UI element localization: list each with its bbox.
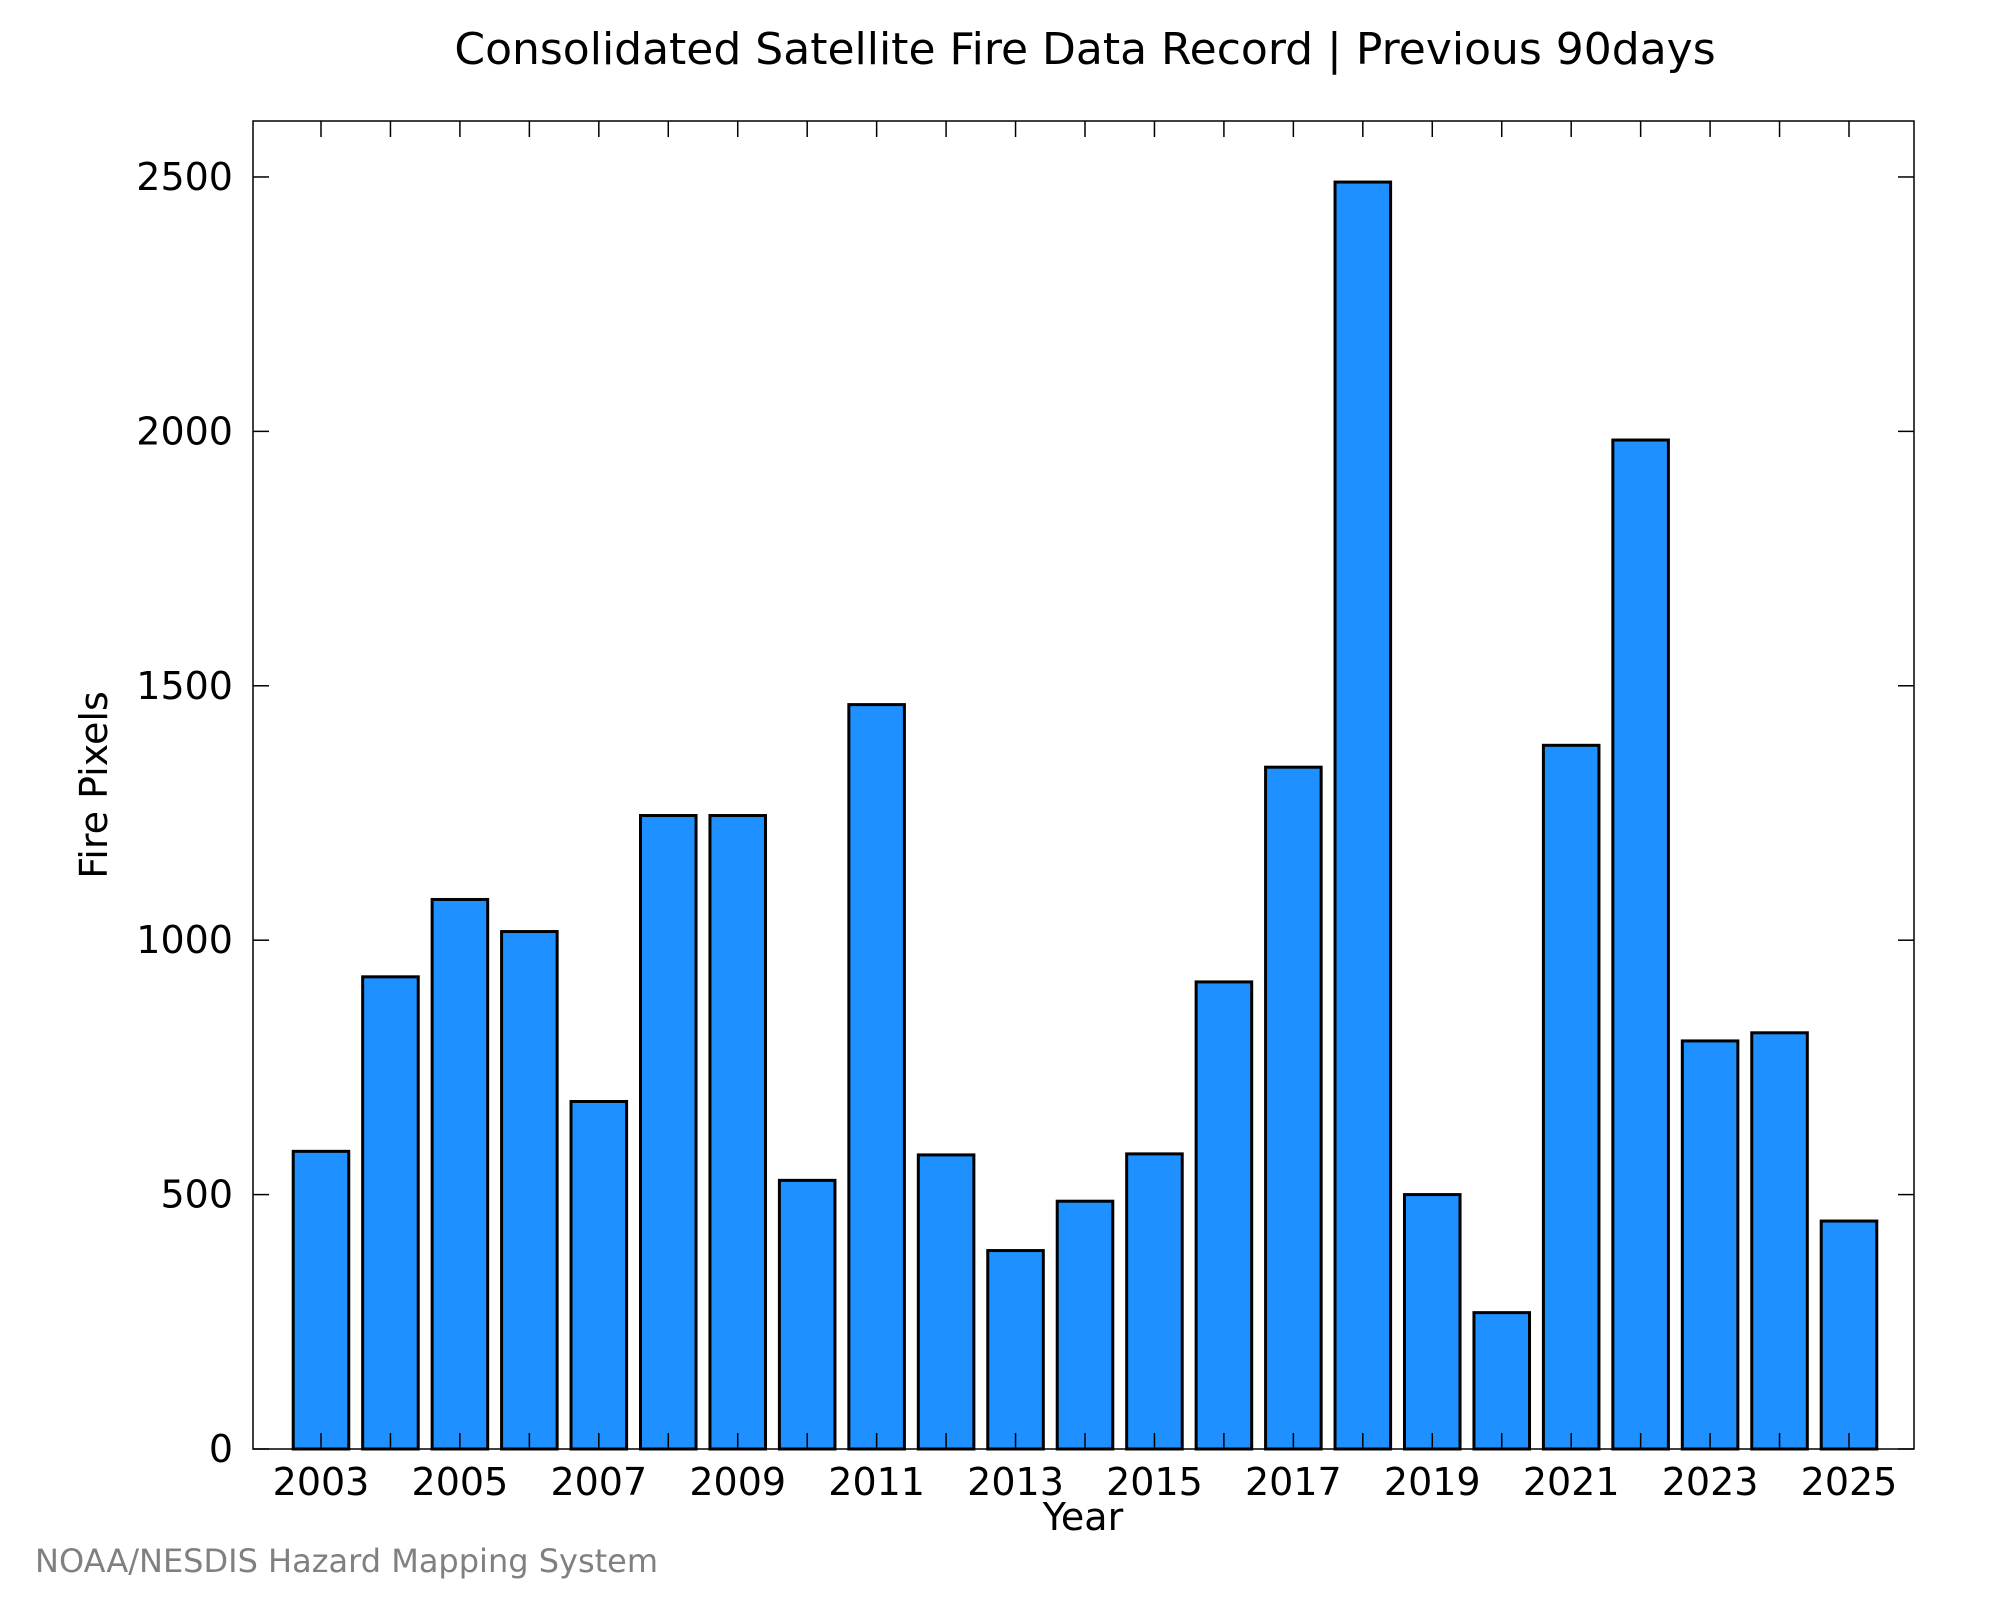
y-axis-label: Fire Pixels <box>72 691 116 879</box>
x-tick-label-2019: 2019 <box>1384 1460 1481 1504</box>
x-axis-label: Year <box>1042 1495 1124 1539</box>
y-tick-label-1500: 1500 <box>136 664 233 708</box>
bar-2006 <box>500 930 559 1451</box>
bar-2004 <box>361 975 420 1451</box>
y-tick-label-2500: 2500 <box>136 155 233 199</box>
y-tick-label-500: 500 <box>160 1173 233 1217</box>
x-tick-label-2021: 2021 <box>1523 1460 1620 1504</box>
bar-2019 <box>1402 1193 1462 1451</box>
x-tick-label-2023: 2023 <box>1662 1460 1759 1504</box>
x-tick-label-2025: 2025 <box>1801 1460 1898 1504</box>
x-tick-label-2011: 2011 <box>828 1460 925 1504</box>
bar-2016 <box>1194 980 1254 1451</box>
x-tick-label-2003: 2003 <box>273 1460 370 1504</box>
x-tick-label-2005: 2005 <box>412 1460 509 1504</box>
bar-2008 <box>638 814 698 1451</box>
x-tick-label-2009: 2009 <box>689 1460 786 1504</box>
y-tick-label-2000: 2000 <box>136 409 233 453</box>
bar-2007 <box>569 1099 629 1451</box>
y-axis-ticks: 0 500 1000 1500 2000 2500 <box>136 155 1914 1471</box>
bar-2022 <box>1611 438 1670 1451</box>
x-tick-label-2015: 2015 <box>1106 1460 1203 1504</box>
bar-2023 <box>1680 1039 1740 1451</box>
bar-2017 <box>1264 765 1323 1451</box>
bar-2021 <box>1541 743 1601 1451</box>
credit-text: NOAA/NESDIS Hazard Mapping System <box>35 1542 658 1580</box>
bar-2024 <box>1750 1031 1809 1451</box>
bar-2009 <box>708 814 768 1451</box>
bar-2003 <box>291 1149 351 1451</box>
plot-area: 0 500 1000 1500 2000 2500 2003 2005 2007 2009 201… <box>136 120 1915 1504</box>
y-tick-label-0: 0 <box>209 1427 233 1471</box>
x-axis-ticks: 2003 2005 2007 2009 2011 2013 2015 2017 2019 2021… <box>273 121 1898 1504</box>
bar-2014 <box>1055 1199 1115 1451</box>
x-tick-label-2013: 2013 <box>967 1460 1064 1504</box>
bar-2005 <box>430 897 490 1451</box>
bar-2012 <box>916 1153 976 1451</box>
x-tick-label-2007: 2007 <box>550 1460 647 1504</box>
y-tick-label-1000: 1000 <box>136 918 233 962</box>
bar-2018 <box>1333 180 1393 1451</box>
bar-2011 <box>847 703 906 1451</box>
bars-group <box>291 180 1879 1451</box>
bar-2020 <box>1472 1311 1532 1451</box>
bar-2015 <box>1125 1152 1184 1451</box>
bar-2010 <box>777 1178 837 1451</box>
bar-2025 <box>1819 1219 1879 1451</box>
chart-title: Consolidated Satellite Fire Data Record … <box>454 24 1715 75</box>
x-tick-label-2017: 2017 <box>1245 1460 1342 1504</box>
bar-2013 <box>986 1249 1045 1451</box>
